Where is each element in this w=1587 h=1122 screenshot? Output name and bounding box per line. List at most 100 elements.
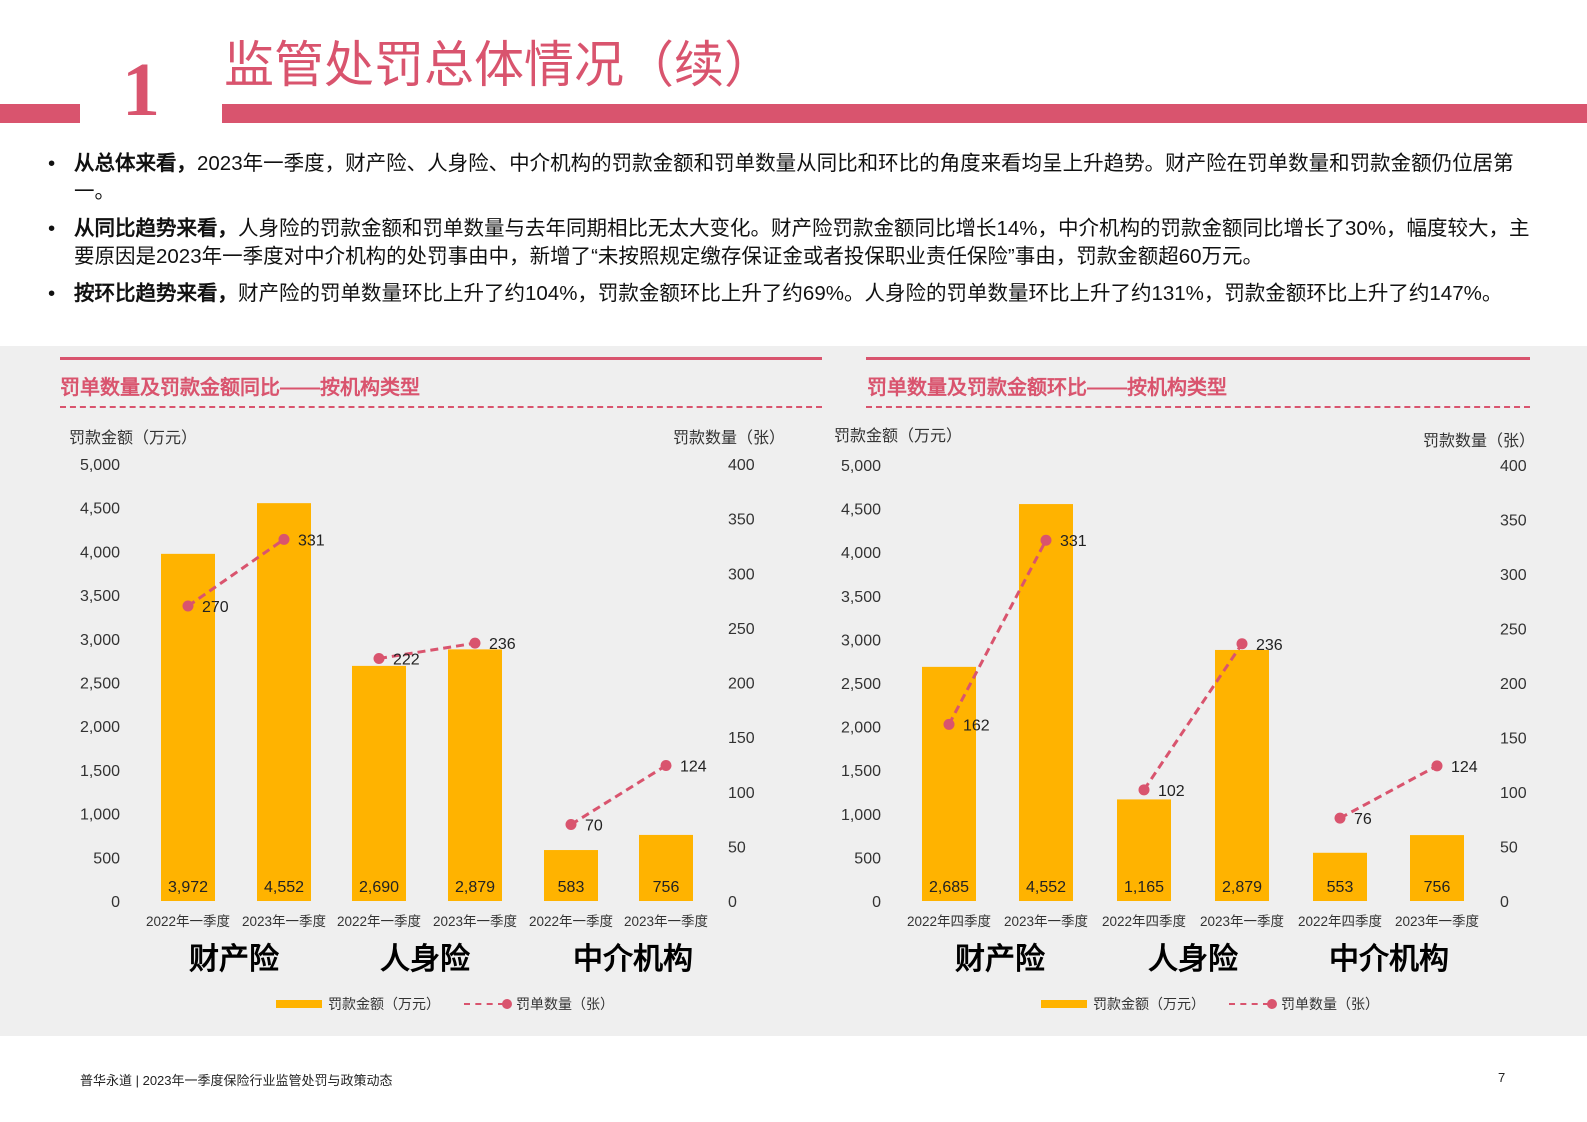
page-number: 7	[1498, 1070, 1506, 1085]
y-tick-label: 3,500	[80, 588, 120, 605]
bullet-lead: 从同比趋势来看，	[74, 217, 238, 240]
y2-tick-label: 50	[1500, 840, 1518, 857]
bullet-item: 从总体来看，2023年一季度，财产险、人身险、中介机构的罚款金额和罚单数量从同比…	[48, 150, 1548, 206]
legend-dot-swatch	[1267, 999, 1277, 1009]
series-line-segment	[1339, 764, 1438, 820]
category-label: 2023年一季度	[1004, 914, 1088, 929]
group-label: 中介机构	[573, 943, 693, 976]
y-tick-label: 5,000	[841, 458, 881, 475]
y2-tick-label: 350	[728, 512, 755, 529]
y-tick-label: 3,000	[841, 632, 881, 649]
bar-value-label: 3,972	[168, 879, 208, 896]
point-value-label: 331	[298, 532, 325, 549]
y-tick-label: 4,000	[841, 545, 881, 562]
y-tick-label: 1,000	[80, 807, 120, 824]
category-label: 2022年一季度	[529, 914, 613, 929]
line-point	[278, 533, 290, 545]
y2-tick-label: 350	[1500, 513, 1527, 530]
legend-chart2: 罚款金额（万元） 罚单数量（张）	[1041, 994, 1379, 1014]
y-tick-label: 4,000	[80, 544, 120, 561]
bar-value-label: 756	[653, 879, 680, 896]
legend-line-swatch	[464, 1003, 504, 1005]
y2-tick-label: 150	[728, 730, 755, 747]
bullet-lead: 按环比趋势来看，	[74, 282, 238, 305]
bar-value-label: 583	[558, 879, 585, 896]
legend-line-label: 罚单数量（张）	[1281, 996, 1379, 1012]
legend-bar-swatch	[1041, 1000, 1087, 1008]
y-tick-label: 5,000	[80, 457, 120, 474]
series-line-segment	[947, 539, 1048, 726]
bar	[544, 850, 598, 901]
bar	[639, 834, 693, 901]
bar	[257, 503, 311, 901]
line-point	[660, 760, 672, 772]
bar	[922, 666, 976, 901]
y2-tick-label: 250	[728, 621, 755, 638]
y-tick-label: 2,500	[80, 676, 120, 693]
y2-tick-label: 250	[1500, 622, 1527, 639]
bar-value-label: 2,879	[455, 879, 495, 896]
point-value-label: 102	[1158, 783, 1185, 800]
y-tick-label: 2,500	[841, 676, 881, 693]
group-label: 财产险	[189, 943, 279, 976]
legend-line-swatch	[1229, 1003, 1269, 1005]
series-line-segment	[378, 641, 476, 660]
legend-bar-swatch	[276, 1000, 322, 1008]
y-tick-label: 3,500	[841, 589, 881, 606]
line-point	[1138, 784, 1150, 796]
legend-line-label: 罚单数量（张）	[516, 996, 614, 1012]
y-tick-label: 1,500	[841, 763, 881, 780]
chart-title-qoq: 罚单数量及罚款金额环比——按机构类型	[867, 377, 1227, 399]
line-point	[943, 718, 955, 730]
group-label: 人身险	[380, 943, 470, 976]
summary-bullets: 从总体来看，2023年一季度，财产险、人身险、中介机构的罚款金额和罚单数量从同比…	[48, 150, 1548, 317]
charts-svg: 05001,0001,5002,0002,5003,0003,5004,0004…	[80, 457, 1527, 929]
y2-axis-title-chart2: 罚款数量（张）	[1423, 433, 1536, 450]
panel-top-rule-left	[60, 357, 822, 360]
legend-dot-swatch	[502, 999, 512, 1009]
group-label: 财产险	[955, 943, 1045, 976]
legend-chart1: 罚款金额（万元） 罚单数量（张）	[276, 994, 614, 1014]
y2-tick-label: 100	[1500, 785, 1527, 802]
chart-area: 罚单数量及罚款金额同比——按机构类型 罚单数量及罚款金额环比——按机构类型 罚款…	[0, 346, 1587, 1036]
point-value-label: 70	[585, 818, 603, 835]
legend-bar-label: 罚款金额（万元）	[1093, 996, 1205, 1012]
point-value-label: 76	[1354, 811, 1372, 828]
y-axis-title-left-chart1: 罚款金额（万元）	[69, 430, 198, 447]
y-tick-label: 0	[872, 894, 881, 911]
category-label: 2022年一季度	[337, 914, 421, 929]
y2-tick-label: 300	[1500, 567, 1527, 584]
y-tick-label: 500	[93, 850, 120, 867]
point-value-label: 124	[1451, 759, 1478, 776]
bar-value-label: 2,685	[929, 879, 969, 896]
y2-tick-label: 200	[728, 676, 755, 693]
line-point	[565, 819, 577, 831]
y2-axis-title-left-chart1: 罚款数量（张）	[673, 430, 786, 447]
group-label: 人身险	[1148, 943, 1238, 976]
panel-dash-rule-right	[866, 406, 1530, 408]
bar	[1215, 649, 1269, 901]
category-label: 2023年一季度	[433, 914, 517, 929]
section-number: 1	[122, 48, 160, 132]
y-tick-label: 500	[854, 850, 881, 867]
bar-value-label: 1,165	[1124, 879, 1164, 896]
page-title: 监管处罚总体情况（续）	[224, 36, 774, 94]
y2-tick-label: 200	[1500, 676, 1527, 693]
bullet-item: 从同比趋势来看，人身险的罚款金额和罚单数量与去年同期相比无太大变化。财产险罚款金…	[48, 215, 1548, 271]
bar-value-label: 4,552	[1026, 879, 1066, 896]
category-label: 2022年四季度	[1298, 914, 1382, 929]
y-tick-label: 1,500	[80, 763, 120, 780]
y-tick-label: 0	[111, 894, 120, 911]
line-point	[373, 652, 385, 664]
y2-tick-label: 400	[728, 457, 755, 474]
chart-yoy: 05001,0001,5002,0002,5003,0003,5004,0004…	[80, 457, 755, 929]
line-point	[469, 637, 481, 649]
y2-tick-label: 50	[728, 839, 746, 856]
series-line-segment	[187, 538, 285, 608]
panel-top-rule-right	[866, 357, 1530, 360]
bar-value-label: 2,690	[359, 879, 399, 896]
point-value-label: 270	[202, 599, 229, 616]
bullet-lead: 从总体来看，	[74, 152, 197, 175]
line-point	[1334, 812, 1346, 824]
y2-tick-label: 400	[1500, 458, 1527, 475]
